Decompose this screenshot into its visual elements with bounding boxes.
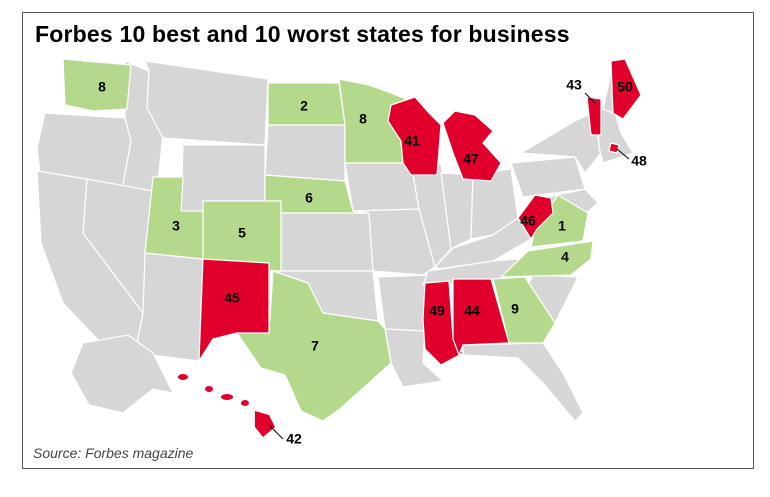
state-west-virginia <box>517 194 554 240</box>
rank-mississippi: 49 <box>429 303 445 319</box>
rank-west-virginia: 46 <box>520 213 536 229</box>
rank-north-carolina: 4 <box>561 249 569 265</box>
source-note: Source: Forbes magazine <box>33 445 194 461</box>
state-arizona <box>134 252 204 362</box>
state-mississippi <box>422 280 464 366</box>
leader-rhode-island <box>616 148 630 160</box>
leader-vermont <box>584 92 596 104</box>
state-colorado <box>202 200 282 272</box>
state-michigan <box>442 110 502 182</box>
state-new-mexico <box>198 258 270 362</box>
worst-states <box>178 58 642 437</box>
rank-virginia: 1 <box>558 218 566 234</box>
leader-hawaii <box>268 424 284 440</box>
rank-michigan: 47 <box>463 151 479 167</box>
rank-georgia: 9 <box>511 301 519 317</box>
rank-rhode-island: 48 <box>631 153 647 169</box>
state-kansas <box>280 212 374 272</box>
state-south-dakota <box>264 124 346 182</box>
state-virginia <box>530 194 589 248</box>
rank-hawaii: 42 <box>286 431 302 447</box>
rank-labels: 8 2 8 41 47 43 50 48 6 3 5 46 1 4 45 49 … <box>98 77 647 447</box>
state-florida <box>462 342 584 422</box>
rank-minnesota: 8 <box>359 111 367 127</box>
map-panel: 8 2 8 41 47 43 50 48 6 3 5 46 1 4 45 49 … <box>22 12 754 469</box>
rank-utah: 3 <box>172 218 180 234</box>
state-montana <box>144 60 269 146</box>
rank-colorado: 5 <box>238 225 246 241</box>
unranked-states <box>36 60 634 422</box>
rank-new-mexico: 45 <box>224 290 240 306</box>
best-states <box>62 58 594 422</box>
state-texas <box>236 270 392 422</box>
rank-wisconsin: 41 <box>404 133 420 149</box>
state-alaska <box>70 334 174 414</box>
state-arkansas <box>377 274 429 332</box>
rank-vermont: 43 <box>566 77 582 93</box>
rank-nebraska: 6 <box>305 190 313 206</box>
rank-washington: 8 <box>98 79 106 95</box>
rank-maine: 50 <box>617 79 633 95</box>
state-maine <box>610 58 642 120</box>
state-wisconsin <box>387 96 442 176</box>
state-north-carolina <box>500 240 594 278</box>
state-washington <box>62 58 132 112</box>
state-vermont <box>586 96 602 136</box>
us-map: 8 2 8 41 47 43 50 48 6 3 5 46 1 4 45 49 … <box>36 58 647 447</box>
rank-alabama: 44 <box>464 303 480 319</box>
rank-north-dakota: 2 <box>300 98 308 114</box>
rank-texas: 7 <box>311 338 319 354</box>
map-title: Forbes 10 best and 10 worst states for b… <box>35 21 570 47</box>
state-alabama <box>452 278 510 356</box>
state-rhode-island <box>608 142 620 154</box>
state-hawaii <box>178 374 275 437</box>
